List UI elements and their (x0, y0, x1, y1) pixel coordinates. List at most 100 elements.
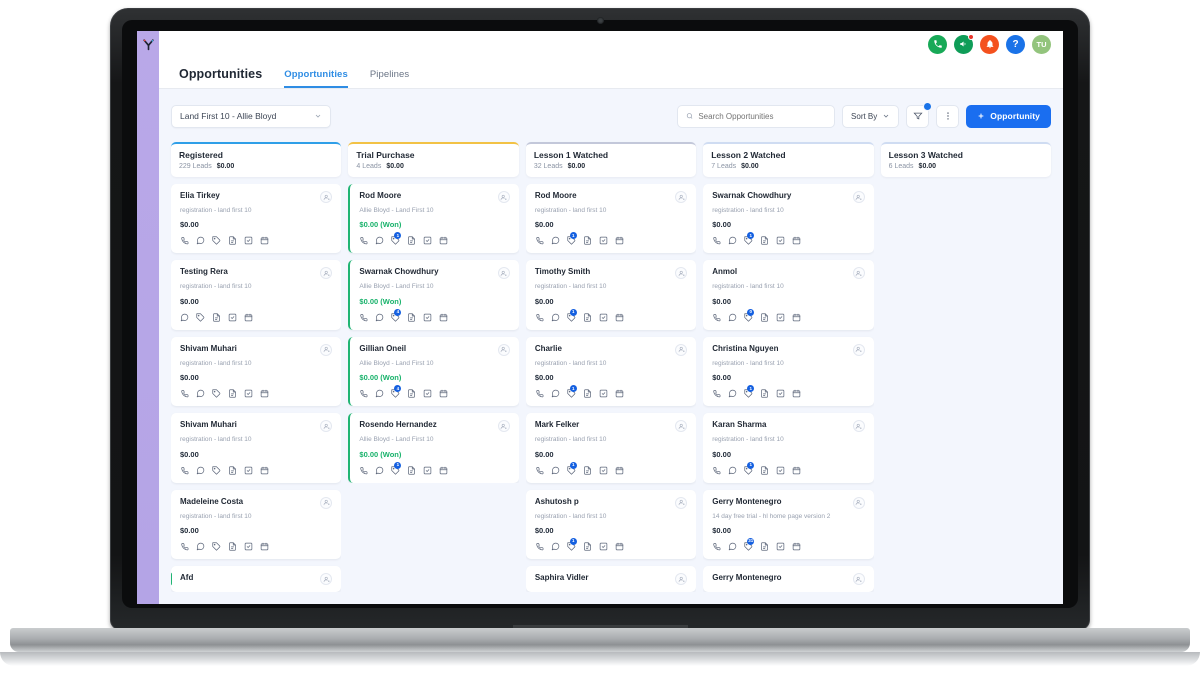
task-icon[interactable] (599, 542, 608, 551)
card-assignee-avatar[interactable] (852, 343, 865, 356)
note-icon[interactable] (228, 542, 237, 551)
tag-icon[interactable]: 1 (391, 232, 402, 246)
calendar-icon[interactable] (439, 389, 448, 398)
tag-icon[interactable] (212, 542, 221, 551)
calendar-icon[interactable] (792, 313, 801, 322)
phone-icon[interactable] (535, 542, 544, 551)
note-icon[interactable] (583, 313, 592, 322)
megaphone-icon[interactable] (954, 33, 974, 54)
message-icon[interactable] (375, 389, 384, 398)
task-icon[interactable] (776, 313, 785, 322)
task-icon[interactable] (244, 389, 253, 398)
opportunity-card[interactable]: Timothy Smith registration - land first 1… (525, 260, 697, 330)
calendar-icon[interactable] (260, 466, 269, 475)
app-sidebar[interactable] (137, 31, 159, 604)
task-icon[interactable] (244, 542, 253, 551)
phone-icon[interactable] (180, 542, 189, 551)
search-box[interactable] (677, 104, 836, 128)
card-assignee-avatar[interactable] (675, 343, 688, 356)
tag-icon[interactable] (196, 313, 205, 322)
message-icon[interactable] (196, 389, 205, 398)
task-icon[interactable] (599, 313, 608, 322)
note-icon[interactable] (407, 236, 416, 246)
message-icon[interactable] (196, 236, 205, 245)
note-icon[interactable] (407, 466, 416, 475)
calendar-icon[interactable] (615, 236, 624, 245)
task-icon[interactable] (423, 389, 432, 398)
calendar-icon[interactable] (792, 542, 801, 551)
opportunity-card[interactable]: Testing Rera registration - land first 10… (171, 260, 342, 330)
note-icon[interactable] (583, 542, 592, 551)
opportunity-card[interactable]: Elia Tirkey registration - land first 10 $… (171, 184, 342, 254)
tag-icon[interactable]: 1 (567, 308, 577, 322)
message-icon[interactable] (728, 313, 737, 322)
calendar-icon[interactable] (260, 389, 269, 398)
task-icon[interactable] (244, 236, 253, 245)
message-icon[interactable] (551, 236, 560, 245)
card-assignee-avatar[interactable] (675, 573, 688, 586)
card-assignee-avatar[interactable] (852, 420, 865, 433)
note-icon[interactable] (760, 313, 769, 322)
message-icon[interactable] (375, 313, 384, 322)
phone-icon[interactable] (359, 313, 368, 322)
tag-icon[interactable]: 1 (391, 461, 402, 475)
opportunity-card[interactable]: Madeleine Costa registration - land first… (171, 489, 342, 560)
message-icon[interactable] (551, 389, 560, 398)
message-icon[interactable] (180, 313, 189, 322)
task-icon[interactable] (423, 313, 432, 322)
opportunity-card[interactable]: Swarnak Chowdhury Allie Bloyd - Land Firs… (348, 260, 519, 330)
message-icon[interactable] (375, 236, 384, 245)
calendar-icon[interactable] (615, 542, 624, 551)
note-icon[interactable] (760, 466, 769, 475)
card-assignee-avatar[interactable] (320, 420, 333, 433)
phone-icon[interactable] (712, 389, 721, 398)
tag-icon[interactable]: 1 (567, 538, 577, 551)
phone-icon[interactable] (712, 542, 721, 551)
task-icon[interactable] (599, 236, 608, 245)
calendar-icon[interactable] (615, 389, 624, 398)
phone-icon[interactable] (535, 466, 544, 475)
message-icon[interactable] (551, 542, 560, 551)
note-icon[interactable] (228, 466, 237, 475)
phone-icon[interactable] (180, 389, 189, 398)
card-assignee-avatar[interactable] (497, 343, 510, 356)
note-icon[interactable] (228, 389, 237, 398)
task-icon[interactable] (244, 466, 253, 475)
phone-icon[interactable] (359, 466, 368, 475)
message-icon[interactable] (728, 542, 737, 551)
phone-icon[interactable] (359, 236, 368, 245)
calendar-icon[interactable] (244, 313, 253, 322)
phone-icon[interactable] (712, 236, 721, 245)
phone-icon[interactable] (712, 313, 721, 322)
opportunity-card[interactable]: Gerry Montenegro 14 day free trial - hl h… (703, 489, 874, 560)
message-icon[interactable] (196, 466, 205, 475)
calendar-icon[interactable] (439, 313, 448, 322)
message-icon[interactable] (551, 313, 560, 322)
calendar-icon[interactable] (260, 236, 269, 245)
tag-icon[interactable]: 1 (744, 232, 755, 246)
tag-icon[interactable]: 0 (744, 308, 755, 322)
opportunity-card[interactable]: Karan Sharma registration - land first 10… (703, 413, 874, 483)
card-assignee-avatar[interactable] (675, 191, 688, 203)
add-opportunity-button[interactable]: Opportunity (966, 104, 1051, 128)
tag-icon[interactable] (212, 236, 221, 246)
tag-icon[interactable]: 1 (567, 232, 577, 246)
card-assignee-avatar[interactable] (320, 343, 333, 356)
tag-icon[interactable]: 1 (744, 385, 755, 398)
message-icon[interactable] (375, 466, 384, 475)
calendar-icon[interactable] (439, 236, 448, 245)
calendar-icon[interactable] (615, 466, 624, 475)
opportunity-card[interactable]: Charlie registration - land first 10 $0.00… (525, 336, 697, 407)
tag-icon[interactable]: 1 (567, 461, 577, 475)
calendar-icon[interactable] (792, 389, 801, 398)
card-assignee-avatar[interactable] (497, 191, 510, 203)
task-icon[interactable] (776, 389, 785, 398)
notification-bell-icon[interactable] (980, 34, 999, 54)
note-icon[interactable] (583, 466, 592, 475)
opportunity-card[interactable]: Shivam Muhari registration - land first 1… (171, 413, 342, 483)
card-assignee-avatar[interactable] (852, 573, 865, 586)
phone-icon[interactable] (535, 389, 544, 398)
card-assignee-avatar[interactable] (320, 191, 333, 203)
sort-by-dropdown[interactable]: Sort By (842, 104, 900, 128)
opportunity-card[interactable]: Rosendo Hernandez Allie Bloyd - Land Firs… (348, 413, 519, 483)
